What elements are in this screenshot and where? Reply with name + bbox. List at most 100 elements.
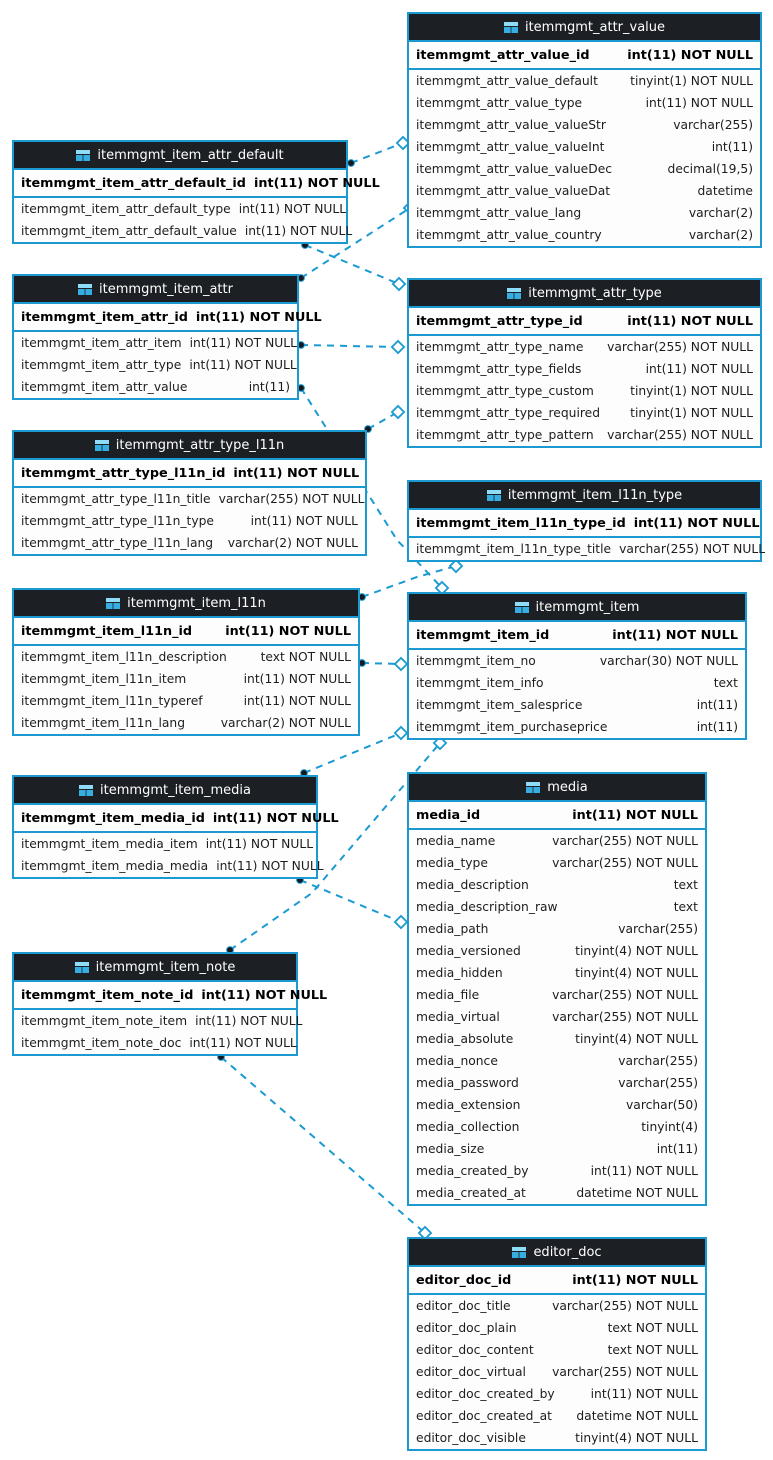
table-title: media: [547, 779, 588, 795]
field-name: itemmgmt_item_media_id: [21, 810, 205, 826]
field-type: varchar(255) NOT NULL: [619, 542, 766, 556]
field-type: tinyint(4) NOT NULL: [575, 1032, 698, 1046]
field-name: itemmgmt_attr_type_l11n_lang: [21, 536, 214, 550]
entity-table-itemmgmt_attr_type_l11n[interactable]: itemmgmt_attr_type_l11n itemmgmt_attr_typ…: [12, 430, 367, 556]
field-name: itemmgmt_attr_type_pattern: [416, 428, 594, 442]
field-type: decimal(19,5): [667, 162, 753, 176]
table-icon: [78, 283, 93, 295]
field-type: int(11) NOT NULL: [590, 1387, 698, 1401]
field-name: itemmgmt_attr_value_valueStr: [416, 118, 606, 132]
field-row: itemmgmt_attr_type_required tinyint(1) NO…: [409, 402, 760, 424]
field-type: text NOT NULL: [607, 1343, 698, 1357]
relationship-target-diamond: [390, 339, 406, 355]
field-type: int(11) NOT NULL: [189, 358, 297, 372]
table-icon: [74, 961, 89, 973]
table-header[interactable]: itemmgmt_attr_type_l11n: [14, 432, 365, 460]
field-type: tinyint(4) NOT NULL: [575, 966, 698, 980]
table-header[interactable]: itemmgmt_item_media: [14, 777, 316, 805]
entity-table-itemmgmt_item_l11n[interactable]: itemmgmt_item_l11n itemmgmt_item_l11n_id i…: [12, 588, 360, 736]
entity-table-itemmgmt_item_media[interactable]: itemmgmt_item_media itemmgmt_item_media_i…: [12, 775, 339, 879]
field-row: itemmgmt_item_l11n_lang varchar(2) NOT NU…: [14, 712, 358, 734]
field-name: media_description: [416, 878, 529, 892]
table-header[interactable]: media: [409, 774, 705, 802]
field-type: varchar(255) NOT NULL: [552, 856, 698, 870]
entity-table-editor_doc[interactable]: editor_doc editor_doc_id int(11) NOT NULL e…: [407, 1237, 707, 1451]
table-title: itemmgmt_item_l11n_type: [507, 487, 683, 503]
table-title: itemmgmt_attr_type_l11n: [115, 437, 285, 453]
primary-key-row: itemmgmt_item_note_id int(11) NOT NULL: [14, 982, 327, 1010]
field-name: media_created_at: [416, 1186, 526, 1200]
table-header[interactable]: itemmgmt_item_attr_default: [14, 142, 346, 170]
field-row: media_extension varchar(50): [409, 1094, 705, 1116]
field-type: varchar(255) NOT NULL: [218, 492, 365, 506]
table-header[interactable]: itemmgmt_attr_type: [409, 280, 760, 308]
field-name: media_description_raw: [416, 900, 558, 914]
field-name: itemmgmt_item_attr_default_type: [21, 202, 231, 216]
entity-table-media[interactable]: media media_id int(11) NOT NULL media_name v…: [407, 772, 707, 1206]
field-type: int(11) NOT NULL: [612, 627, 738, 643]
field-type: varchar(255) NOT NULL: [607, 428, 753, 442]
field-row: media_created_at datetime NOT NULL: [409, 1182, 705, 1204]
field-type: varchar(50): [626, 1098, 698, 1112]
field-name: editor_doc_title: [416, 1299, 511, 1313]
table-title: itemmgmt_item: [535, 599, 640, 615]
entity-table-itemmgmt_item_l11n_type[interactable]: itemmgmt_item_l11n_type itemmgmt_item_l11…: [407, 480, 766, 562]
field-row: itemmgmt_item_attr_default_type int(11) N…: [14, 198, 346, 220]
field-name: itemmgmt_item_attr_default_id: [21, 175, 246, 191]
table-icon: [503, 21, 518, 33]
field-name: itemmgmt_item_info: [416, 676, 544, 690]
field-row: itemmgmt_attr_type_l11n_lang varchar(2) N…: [14, 532, 365, 554]
entity-table-itemmgmt_item[interactable]: itemmgmt_item itemmgmt_item_id int(11) NOT…: [407, 592, 747, 740]
field-name: editor_doc_content: [416, 1343, 534, 1357]
field-type: text NOT NULL: [260, 650, 351, 664]
relationship-line-itemmgmt_item_media-to-itemmgmt_item: [303, 732, 402, 774]
entity-table-itemmgmt_item_attr[interactable]: itemmgmt_item_attr itemmgmt_item_attr_id i…: [12, 274, 322, 400]
field-name: itemmgmt_attr_type_l11n_type: [21, 514, 214, 528]
field-name: itemmgmt_attr_value_valueInt: [416, 140, 605, 154]
field-name: itemmgmt_attr_value_lang: [416, 206, 582, 220]
field-name: media_password: [416, 1076, 519, 1090]
field-row: itemmgmt_attr_value_type int(11) NOT NULL: [409, 92, 760, 114]
field-name: itemmgmt_item_salesprice: [416, 698, 583, 712]
field-row: itemmgmt_attr_value_default tinyint(1) NO…: [409, 70, 760, 92]
table-header[interactable]: itemmgmt_item_l11n: [14, 590, 358, 618]
table-header[interactable]: itemmgmt_attr_value: [409, 14, 760, 42]
table-header[interactable]: editor_doc: [409, 1239, 705, 1267]
field-name: media_nonce: [416, 1054, 498, 1068]
field-name: itemmgmt_item_id: [416, 627, 550, 643]
field-row: itemmgmt_item_note_item int(11) NOT NULL: [14, 1010, 302, 1032]
field-type: varchar(2): [688, 228, 753, 242]
entity-table-itemmgmt_attr_value[interactable]: itemmgmt_attr_value itemmgmt_attr_value_i…: [407, 12, 762, 248]
entity-table-itemmgmt_item_note[interactable]: itemmgmt_item_note itemmgmt_item_note_id i…: [12, 952, 327, 1056]
field-type: int(11): [711, 140, 753, 154]
field-row: itemmgmt_attr_type_pattern varchar(255) N…: [409, 424, 760, 446]
table-icon: [512, 1246, 527, 1258]
field-name: itemmgmt_item_attr_type: [21, 358, 182, 372]
field-name: itemmgmt_attr_value_valueDec: [416, 162, 613, 176]
entity-table-itemmgmt_attr_type[interactable]: itemmgmt_attr_type itemmgmt_attr_type_id i…: [407, 278, 762, 448]
field-type: tinyint(4) NOT NULL: [575, 1431, 698, 1445]
field-name: editor_doc_visible: [416, 1431, 526, 1445]
field-name: itemmgmt_item_media_media: [21, 859, 209, 873]
field-type: int(11) NOT NULL: [244, 224, 353, 238]
field-row: itemmgmt_item_salesprice int(11): [409, 694, 745, 716]
table-header[interactable]: itemmgmt_item_note: [14, 954, 296, 982]
primary-key-row: itemmgmt_item_l11n_id int(11) NOT NULL: [14, 618, 358, 646]
field-type: int(11) NOT NULL: [238, 202, 347, 216]
field-row: itemmgmt_item_attr_default_value int(11) …: [14, 220, 352, 242]
field-name: itemmgmt_attr_value_default: [416, 74, 598, 88]
field-name: media_versioned: [416, 944, 521, 958]
field-type: varchar(255): [618, 1054, 698, 1068]
table-title: itemmgmt_item_media: [100, 782, 251, 798]
field-type: int(11) NOT NULL: [243, 694, 351, 708]
entity-table-itemmgmt_item_attr_default[interactable]: itemmgmt_item_attr_default itemmgmt_item_…: [12, 140, 380, 244]
field-type: int(11) NOT NULL: [253, 175, 380, 191]
table-header[interactable]: itemmgmt_item_l11n_type: [409, 482, 760, 510]
field-type: tinyint(1) NOT NULL: [630, 384, 753, 398]
table-header[interactable]: itemmgmt_item: [409, 594, 745, 622]
field-row: itemmgmt_item_l11n_typeref int(11) NOT NU…: [14, 690, 358, 712]
field-type: int(11) NOT NULL: [233, 465, 360, 481]
table-header[interactable]: itemmgmt_item_attr: [14, 276, 297, 304]
field-type: int(11) NOT NULL: [250, 514, 358, 528]
